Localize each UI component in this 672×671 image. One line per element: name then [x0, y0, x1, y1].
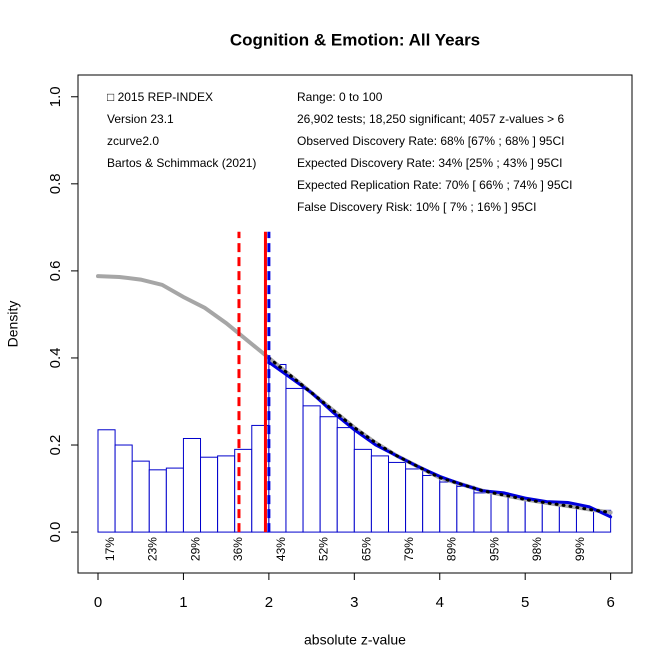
bar	[558, 505, 577, 533]
y-tick-label: 0.4	[47, 348, 64, 369]
annotation: Expected Discovery Rate: 34% [25% ; 43% …	[297, 156, 562, 170]
power-label: 43%	[274, 537, 288, 561]
bar	[336, 427, 355, 533]
x-tick-label: 4	[436, 594, 444, 611]
power-label: 95%	[487, 537, 501, 561]
power-label: 23%	[146, 537, 160, 561]
bar	[456, 485, 475, 533]
power-label: 99%	[573, 537, 587, 561]
power-label: 29%	[188, 537, 202, 561]
bar	[439, 481, 458, 533]
x-tick-label: 6	[606, 594, 614, 611]
bar	[131, 460, 150, 533]
power-label: 89%	[445, 537, 459, 561]
bar	[524, 500, 543, 533]
bar	[97, 429, 116, 533]
y-tick-label: 0.2	[47, 435, 64, 456]
bar	[217, 455, 236, 533]
bar	[575, 507, 595, 533]
chart-title: Cognition & Emotion: All Years	[230, 30, 480, 49]
x-tick-label: 5	[521, 594, 529, 611]
power-label: 79%	[402, 537, 416, 561]
power-label: 52%	[317, 537, 331, 561]
y-tick-label: 1.0	[47, 86, 64, 107]
x-axis-label: absolute z-value	[304, 632, 406, 648]
bar	[200, 456, 219, 533]
bar	[422, 474, 441, 533]
bar	[473, 492, 492, 533]
annotation: 26,902 tests; 18,250 significant; 4057 z…	[297, 112, 565, 126]
annotation: zcurve2.0	[107, 134, 159, 148]
annotation: Version 23.1	[107, 112, 174, 126]
y-tick-label: 0.0	[47, 522, 64, 543]
bar	[285, 387, 304, 533]
annotation: Observed Discovery Rate: 68% [67% ; 68% …	[297, 134, 564, 148]
x-tick-label: 0	[94, 594, 102, 611]
y-tick-label: 0.6	[47, 260, 64, 281]
annotation: Expected Replication Rate: 70% [ 66% ; 7…	[297, 178, 573, 192]
bar	[405, 468, 424, 533]
annotation: Range: 0 to 100	[297, 90, 383, 104]
bar	[182, 437, 202, 533]
y-axis-label: Density	[5, 301, 21, 348]
bar	[268, 363, 287, 533]
annotation: Bartos & Schimmack (2021)	[107, 156, 256, 170]
x-tick-label: 2	[265, 594, 273, 611]
bar	[148, 469, 167, 533]
bar	[234, 448, 253, 533]
power-label: 98%	[530, 537, 544, 561]
power-label: 65%	[359, 537, 373, 561]
bar	[370, 455, 389, 533]
annotation: False Discovery Risk: 10% [ 7% ; 16% ] 9…	[297, 200, 536, 214]
bar	[319, 416, 338, 533]
x-tick-label: 1	[179, 594, 187, 611]
density-curve	[267, 356, 613, 514]
density-curve	[267, 360, 613, 519]
x-tick-label: 3	[350, 594, 358, 611]
bar	[165, 467, 184, 533]
y-tick-label: 0.8	[47, 173, 64, 194]
power-label: 17%	[103, 537, 117, 561]
bar	[490, 492, 509, 533]
bar	[507, 496, 526, 533]
bar	[387, 461, 407, 533]
annotation: □ 2015 REP-INDEX	[107, 90, 213, 104]
bar	[353, 448, 372, 533]
bar	[302, 405, 321, 533]
power-label: 36%	[231, 537, 245, 561]
bar	[114, 444, 133, 533]
